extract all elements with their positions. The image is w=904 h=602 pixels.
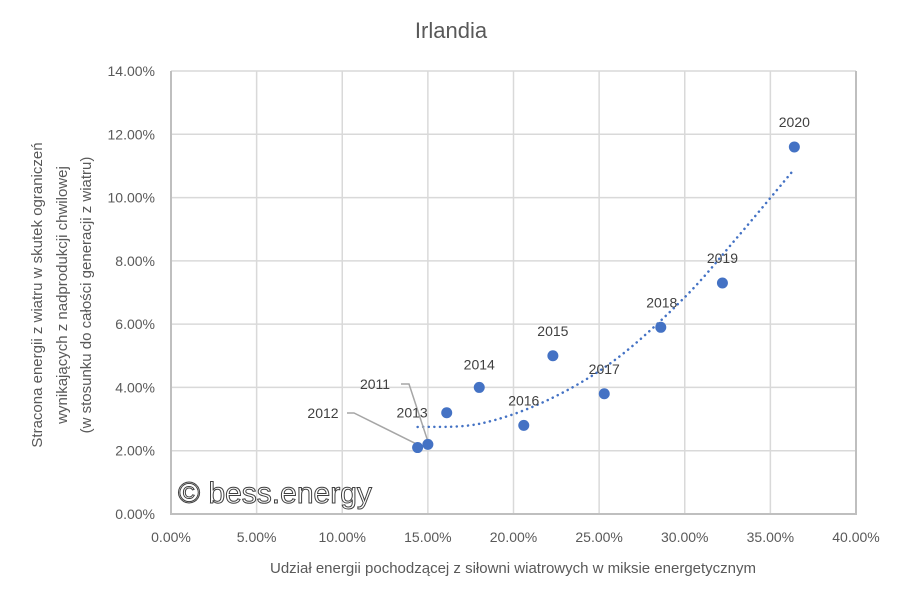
trendline-group xyxy=(416,167,796,429)
data-point xyxy=(788,141,800,153)
data-point xyxy=(473,381,485,393)
x-tick-label: 10.00% xyxy=(319,529,366,545)
data-point xyxy=(716,277,728,289)
y-tick-label: 0.00% xyxy=(115,506,155,522)
y-axis-ticks: 0.00% 2.00% 4.00% 6.00% 8.00% 10.00% 12.00% 14.… xyxy=(108,63,155,522)
data-label: 2016 xyxy=(508,392,539,408)
y-tick-label: 14.00% xyxy=(108,63,155,79)
y-tick-label: 6.00% xyxy=(115,316,155,332)
x-axis-ticks: 0.00% 5.00% 10.00% 15.00% 20.00% 25.00% 30.00%… xyxy=(151,529,880,545)
gridlines xyxy=(170,70,857,515)
data-point xyxy=(598,388,610,400)
data-label: 2014 xyxy=(464,356,495,372)
x-axis-title: Udział energii pochodzącej z siłowni wia… xyxy=(270,560,756,577)
y-tick-label: 4.00% xyxy=(115,379,155,395)
y-axis-title-line-1: Stracona energii z wiatru w skutek ogran… xyxy=(29,142,46,447)
y-tick-label: 10.00% xyxy=(108,190,155,206)
data-points xyxy=(412,141,800,454)
data-label: 2019 xyxy=(707,250,738,266)
data-point xyxy=(412,442,424,454)
data-point xyxy=(547,350,559,362)
leader-lines xyxy=(347,383,429,446)
x-tick-label: 0.00% xyxy=(151,529,191,545)
data-point xyxy=(655,321,667,333)
data-point xyxy=(518,419,530,431)
y-axis-title: Stracona energii z wiatru w skutek ogran… xyxy=(29,142,95,447)
y-axis-title-line-3: (w stosunku do całości generacji z wiatr… xyxy=(78,157,95,434)
x-tick-label: 20.00% xyxy=(490,529,537,545)
data-label: 2015 xyxy=(537,323,568,339)
leader-line xyxy=(401,383,429,442)
x-tick-label: 5.00% xyxy=(237,529,277,545)
data-label: 2012 xyxy=(307,405,338,421)
x-tick-label: 40.00% xyxy=(832,529,879,545)
plot-frame xyxy=(170,71,857,515)
data-point xyxy=(441,407,453,419)
watermark: © bess.energy xyxy=(178,477,372,510)
y-tick-label: 12.00% xyxy=(108,126,155,142)
data-labels: 2011 2012 2013 2014 2015 2016 2017 2018 2019 2020 xyxy=(307,114,810,421)
y-axis-title-line-2: wynikających z nadprodukcji chwilowej xyxy=(54,166,71,425)
y-tick-label: 8.00% xyxy=(115,253,155,269)
x-tick-label: 15.00% xyxy=(404,529,451,545)
leader-line xyxy=(347,412,418,446)
data-label: 2011 xyxy=(360,376,390,392)
x-tick-label: 35.00% xyxy=(747,529,794,545)
chart-title: Irlandia xyxy=(415,18,488,43)
data-label: 2018 xyxy=(646,294,677,310)
data-label: 2017 xyxy=(589,361,620,377)
data-label: 2020 xyxy=(779,114,810,130)
y-tick-label: 2.00% xyxy=(115,443,155,459)
x-tick-label: 25.00% xyxy=(575,529,622,545)
data-point xyxy=(422,438,434,450)
data-label: 2013 xyxy=(397,405,428,421)
trendline xyxy=(416,167,796,429)
x-tick-label: 30.00% xyxy=(661,529,708,545)
